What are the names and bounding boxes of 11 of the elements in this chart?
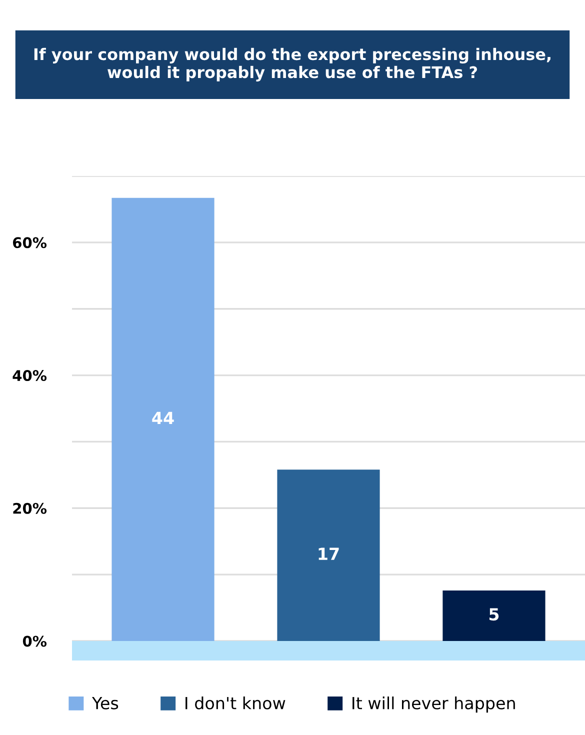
legend-label: Yes bbox=[92, 697, 118, 710]
annotation: 44 bbox=[152, 412, 174, 424]
annotation: 5 bbox=[489, 608, 499, 621]
legend-label: I don't know bbox=[186, 696, 286, 710]
y-tick-label: 0% bbox=[22, 636, 47, 647]
annotation: 17 bbox=[318, 548, 339, 560]
y-tick-label: 40% bbox=[12, 370, 47, 382]
legend-label: It will never happen bbox=[352, 696, 515, 713]
y-tick-label: 20% bbox=[13, 502, 47, 514]
chart-title: If your company would do the export precessing inhouse, would it propably make use of the FTAs ? bbox=[34, 48, 550, 82]
y-tick-label: 60% bbox=[13, 237, 47, 248]
